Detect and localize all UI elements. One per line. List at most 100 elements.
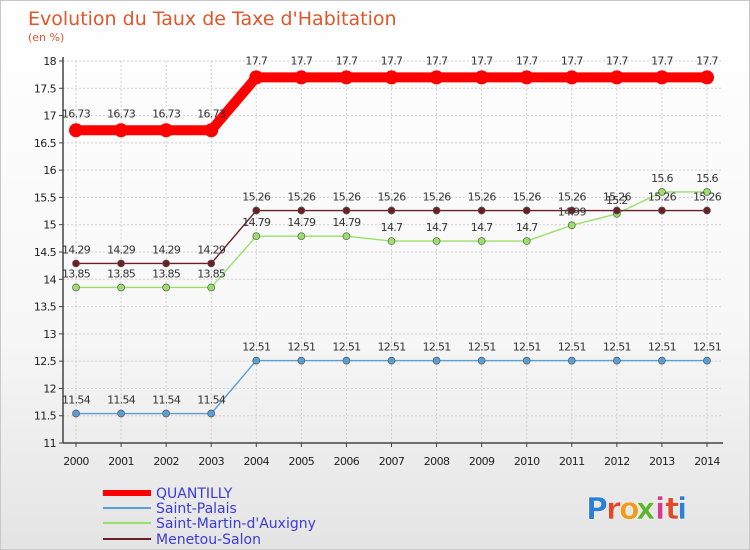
data-point <box>567 206 576 215</box>
data-label: 17.7 <box>561 54 583 67</box>
data-label: 14.7 <box>426 221 448 234</box>
data-point <box>207 259 216 268</box>
data-point <box>252 232 261 241</box>
data-point <box>72 409 80 418</box>
data-point <box>117 283 125 292</box>
x-tick-label: 2006 <box>334 455 360 468</box>
x-tick-label: 2007 <box>379 455 405 468</box>
data-label: 15.26 <box>332 191 361 204</box>
data-label: 17.7 <box>381 54 403 67</box>
data-point <box>117 409 125 418</box>
data-label: 16.73 <box>152 107 181 120</box>
data-point <box>207 283 216 292</box>
x-tick-label: 2005 <box>289 455 315 468</box>
data-point <box>522 356 531 365</box>
data-label: 13.85 <box>197 267 226 280</box>
x-tick-label: 2001 <box>108 455 134 468</box>
y-tick-label: 16.5 <box>34 137 57 150</box>
y-tick-label: 13 <box>43 328 56 341</box>
x-tick-label: 2002 <box>153 455 179 468</box>
data-label: 14.79 <box>332 216 361 229</box>
data-label: 12.51 <box>468 341 496 354</box>
data-label: 16.73 <box>197 107 226 120</box>
data-point <box>522 237 531 245</box>
data-label: 14.79 <box>287 216 316 229</box>
data-label: 14.79 <box>242 216 271 229</box>
data-point <box>384 70 399 85</box>
data-label: 15.2 <box>606 194 628 207</box>
data-point <box>72 259 80 268</box>
logo-letter: x <box>636 492 655 527</box>
data-label: 12.51 <box>242 341 270 354</box>
data-label: 17.7 <box>245 54 267 67</box>
legend-label: Saint-Palais <box>156 501 237 517</box>
x-tick-label: 2011 <box>559 455 585 468</box>
data-point <box>564 70 579 85</box>
data-point <box>613 206 621 215</box>
data-label: 15.26 <box>468 191 497 204</box>
data-point <box>249 70 264 85</box>
data-point <box>432 206 441 215</box>
data-label: 15.26 <box>378 191 407 204</box>
data-label: 15.26 <box>693 191 722 204</box>
data-label: 14.7 <box>516 221 538 234</box>
logo-letter: P <box>586 492 608 527</box>
data-point <box>567 221 576 230</box>
logo-letter: i <box>677 492 687 527</box>
data-label: 16.73 <box>62 107 91 120</box>
data-label: 15.6 <box>651 172 673 185</box>
data-label: 12.51 <box>332 341 360 354</box>
data-point <box>342 356 351 365</box>
data-label: 11.54 <box>152 394 181 407</box>
data-label: 17.7 <box>426 54 448 67</box>
data-label: 11.54 <box>62 394 91 407</box>
data-label: 12.51 <box>423 341 451 354</box>
data-point <box>117 259 125 268</box>
chart-subtitle: (en %) <box>28 31 64 44</box>
y-tick-label: 14.5 <box>34 246 57 259</box>
data-point <box>522 206 531 215</box>
x-tick-label: 2004 <box>243 455 269 468</box>
data-point <box>159 123 174 138</box>
data-label: 13.85 <box>152 267 181 280</box>
data-label: 12.51 <box>513 341 541 354</box>
data-label: 16.73 <box>107 107 136 120</box>
data-point <box>342 206 351 215</box>
data-point <box>387 206 396 215</box>
data-point <box>162 283 170 292</box>
data-label: 13.85 <box>107 267 136 280</box>
data-point <box>432 356 441 365</box>
data-label: 14.29 <box>152 243 181 256</box>
data-point <box>477 237 486 245</box>
data-point <box>609 70 624 85</box>
chart-title: Evolution du Taux de Taxe d'Habitation <box>28 8 397 30</box>
data-label: 17.7 <box>651 54 673 67</box>
data-label: 17.7 <box>516 54 538 67</box>
data-label: 17.7 <box>606 54 628 67</box>
x-tick-label: 2013 <box>649 455 675 468</box>
data-label: 14.99 <box>558 205 587 218</box>
data-point <box>207 409 216 418</box>
y-tick-label: 16 <box>43 164 56 177</box>
data-point <box>387 237 396 245</box>
data-point <box>297 356 306 365</box>
axes: 11 11.5 12 12.5 13 13.5 14 14.5 15 15.5 16 16.5 17 17… <box>34 55 723 468</box>
data-point <box>477 356 486 365</box>
data-point <box>703 188 711 196</box>
data-point <box>297 232 306 241</box>
data-label: 12.51 <box>287 341 315 354</box>
x-tick-label: 2012 <box>604 455 630 468</box>
data-label: 11.54 <box>107 394 136 407</box>
data-label: 15.26 <box>558 191 587 204</box>
data-point <box>162 409 170 418</box>
series-0 <box>69 70 714 138</box>
data-point <box>519 70 534 85</box>
data-label: 17.7 <box>291 54 313 67</box>
y-tick-label: 14 <box>43 273 56 286</box>
data-point <box>204 123 219 138</box>
data-point <box>69 123 83 138</box>
data-label: 14.7 <box>471 221 493 234</box>
